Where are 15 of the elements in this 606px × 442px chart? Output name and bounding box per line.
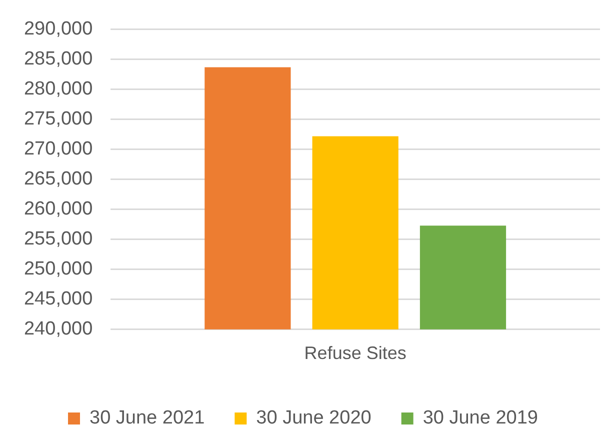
- y-tick-label: 270,000: [24, 138, 93, 160]
- y-tick-label: 280,000: [24, 78, 93, 100]
- y-tick-label: 260,000: [24, 198, 93, 220]
- legend-label: 30 June 2021: [90, 408, 205, 429]
- legend-label: 30 June 2019: [422, 408, 538, 429]
- y-tick-label: 250,000: [24, 258, 93, 280]
- y-tick-label: 245,000: [24, 288, 93, 310]
- legend-label: 30 June 2020: [256, 408, 372, 429]
- y-tick-label: 285,000: [24, 48, 93, 70]
- y-tick-label: 240,000: [24, 318, 93, 340]
- y-tick-label: 255,000: [24, 228, 93, 250]
- y-tick-label: 290,000: [24, 18, 93, 40]
- y-tick-label: 275,000: [24, 108, 93, 130]
- y-tick-label: 265,000: [24, 168, 93, 190]
- x-tick-label: Refuse Sites: [304, 343, 406, 364]
